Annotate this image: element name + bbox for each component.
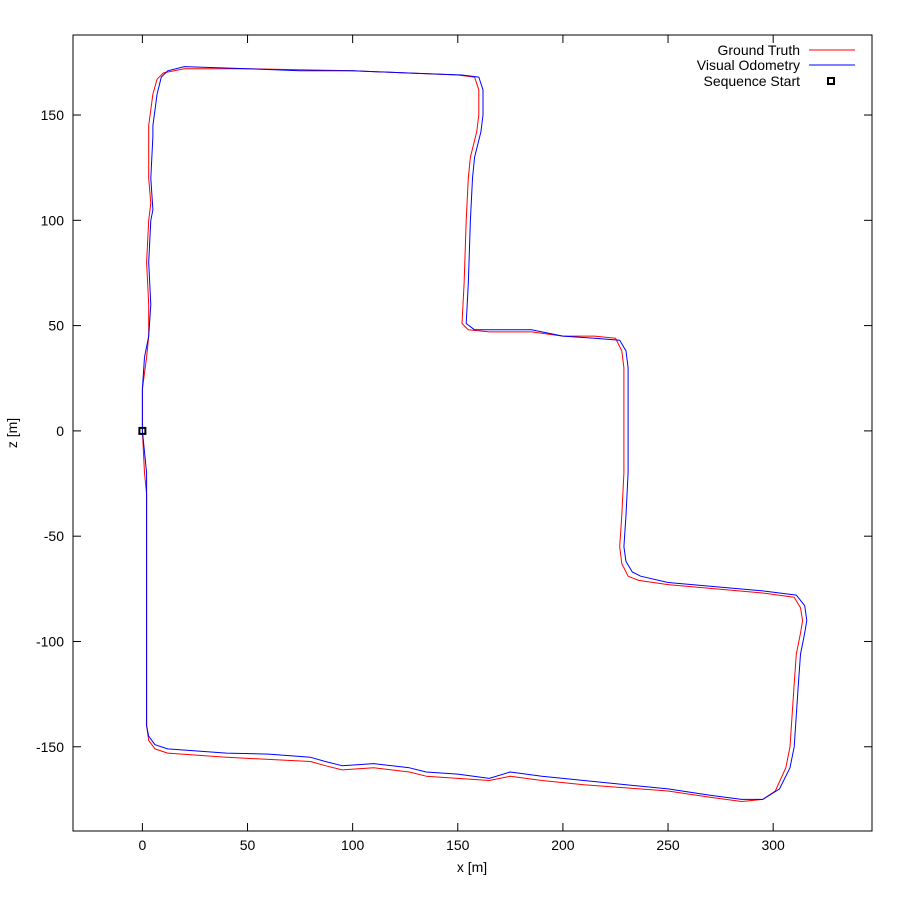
x-axis-label: x [m] bbox=[457, 859, 487, 875]
series-line-ground-truth bbox=[141, 68, 804, 802]
legend: Ground Truth Visual Odometry Sequence St… bbox=[697, 42, 855, 89]
x-tick-label: 150 bbox=[446, 837, 470, 853]
series-layer bbox=[138, 66, 808, 802]
y-tick-label: -150 bbox=[36, 739, 64, 755]
y-axis-label: z [m] bbox=[4, 418, 20, 448]
sequence-start-marker bbox=[138, 426, 147, 435]
legend-label-ground-truth: Ground Truth bbox=[718, 42, 801, 58]
x-tick-label: 250 bbox=[656, 837, 680, 853]
y-tick-label: -50 bbox=[44, 528, 64, 544]
y-tick-label: 50 bbox=[48, 318, 64, 334]
y-tick-label: 150 bbox=[41, 107, 65, 123]
y-tick-label: -100 bbox=[36, 633, 64, 649]
legend-label-sequence-start: Sequence Start bbox=[703, 73, 800, 89]
x-tick-label: 100 bbox=[341, 837, 365, 853]
x-tick-label: 0 bbox=[138, 837, 146, 853]
y-tick-label: 0 bbox=[56, 423, 64, 439]
y-tick-label: 100 bbox=[41, 212, 65, 228]
x-tick-label: 200 bbox=[551, 837, 575, 853]
ticks-layer: 0 50 100 150 200 250 300 -150 -100 -50 0 50 100 150 bbox=[36, 35, 872, 853]
x-tick-label: 300 bbox=[761, 837, 785, 853]
x-tick-label: 50 bbox=[240, 837, 256, 853]
legend-label-visual-odometry: Visual Odometry bbox=[697, 57, 800, 73]
series-line-visual-odometry bbox=[141, 66, 808, 800]
legend-marker-sequence-start bbox=[827, 77, 835, 85]
plot-frame bbox=[72, 34, 873, 832]
